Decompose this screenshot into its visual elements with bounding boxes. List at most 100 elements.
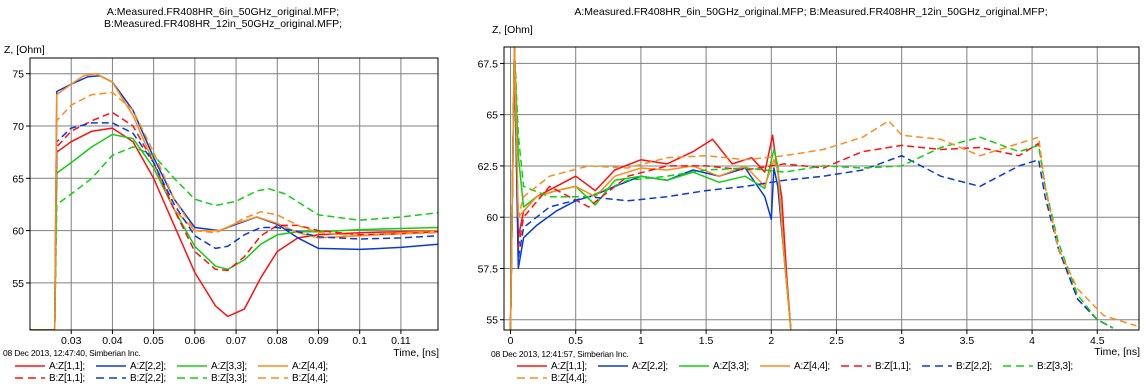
x-tick-label: 0.03 — [61, 335, 82, 347]
y-tick-label: 67.5 — [478, 58, 499, 70]
legend-item: B:Z[1,1]; — [840, 361, 911, 372]
legend-item: A:Z[1,1]; — [516, 361, 587, 372]
legend-item: B:Z[4,4]; — [257, 373, 328, 384]
x-tick-label: 1 — [638, 335, 644, 347]
legend-swatch — [922, 365, 952, 367]
x-tick-label: 0.11 — [391, 335, 411, 347]
series-line — [30, 122, 438, 330]
x-tick-label: 2 — [768, 335, 774, 347]
legend-swatch — [258, 377, 288, 379]
legend-item: B:Z[2,2]; — [95, 373, 166, 384]
legend-swatch — [841, 365, 871, 367]
legend-label: B:Z[1,1]; — [875, 360, 911, 372]
plot-area: 0 0.5 1 1.5 2 2.5 3 3.5 4 4.5 55 57.5 60 62.5 65 67.5 — [478, 46, 1140, 347]
x-tick-label: 0.09 — [308, 335, 329, 347]
legend-swatch — [760, 365, 790, 367]
y-tick-label: 62.5 — [478, 161, 499, 173]
legend-label: B:Z[3,3]; — [1037, 360, 1073, 372]
legend-item: A:Z[2,2]; — [95, 361, 166, 372]
x-tick-label: 3.5 — [960, 335, 975, 347]
x-tick-label: 4.5 — [1090, 335, 1105, 347]
legend-label: B:Z[2,2]; — [130, 372, 166, 384]
legend-item: A:Z[1,1]; — [14, 361, 85, 372]
legend-item: A:Z[3,3]; — [678, 361, 749, 372]
x-tick-label: 0.1 — [352, 335, 367, 347]
legend-label: B:Z[3,3]; — [211, 372, 247, 384]
legend-swatch — [517, 365, 547, 367]
x-tick-label: 0.5 — [568, 335, 583, 347]
legend-swatch — [177, 365, 207, 367]
series-line — [30, 75, 438, 330]
series-line — [509, 47, 1114, 330]
legend: A:Z[1,1]; A:Z[2,2]; A:Z[3,3]; A:Z[4,4]; B:Z[… — [516, 360, 1083, 384]
legend-swatch — [517, 377, 547, 379]
series-line — [509, 47, 1114, 330]
legend-row: A:Z[1,1]; A:Z[2,2]; A:Z[3,3]; A:Z[4,4]; B:Z[… — [516, 360, 1083, 372]
legend-label: B:Z[2,2]; — [956, 360, 992, 372]
y-axis-label: Z, [Ohm] — [492, 24, 533, 36]
legend-swatch — [1003, 365, 1033, 367]
y-tick-label: 65 — [486, 110, 498, 122]
series-line — [509, 47, 1137, 330]
legend-label: A:Z[4,4]; — [794, 360, 830, 372]
x-tick-label: 0.04 — [102, 335, 123, 347]
legend-label: A:Z[2,2]; — [130, 360, 166, 372]
legend-row: B:Z[4,4]; — [516, 372, 1083, 384]
legend-swatch — [15, 365, 45, 367]
legend-label: B:Z[4,4]; — [551, 372, 587, 384]
chart-panel-right: A:Measured.FR408HR_6in_50GHz_original.MF… — [476, 0, 1146, 391]
x-tick-label: 0 — [508, 335, 514, 347]
x-tick-label: 0.08 — [267, 335, 288, 347]
legend-label: B:Z[4,4]; — [292, 372, 328, 384]
legend-swatch — [96, 377, 126, 379]
chart-title-line: A:Measured.FR408HR_6in_50GHz_original.MF… — [106, 6, 340, 18]
legend-row: B:Z[1,1]; B:Z[2,2]; B:Z[3,3]; B:Z[4,4]; — [14, 372, 338, 384]
legend-label: B:Z[1,1]; — [49, 372, 85, 384]
legend-label: A:Z[1,1]; — [551, 360, 587, 372]
legend-swatch — [679, 365, 709, 367]
y-tick-label: 70 — [12, 121, 24, 133]
chart-title: A:Measured.FR408HR_6in_50GHz_original.MF… — [0, 6, 446, 30]
legend-item: A:Z[3,3]; — [176, 361, 247, 372]
x-tick-label: 4 — [1029, 335, 1035, 347]
y-tick-label: 65 — [12, 173, 24, 185]
series-line — [509, 47, 792, 330]
x-tick-label: 1.5 — [699, 335, 714, 347]
series-group — [509, 47, 1137, 330]
legend-label: A:Z[4,4]; — [292, 360, 328, 372]
y-tick-label: 75 — [12, 69, 24, 81]
legend-item: B:Z[2,2]; — [921, 361, 992, 372]
legend-label: A:Z[3,3]; — [713, 360, 749, 372]
legend: A:Z[1,1]; A:Z[2,2]; A:Z[3,3]; A:Z[4,4]; B:Z[… — [14, 360, 338, 384]
chart-title: A:Measured.FR408HR_6in_50GHz_original.MF… — [476, 6, 1146, 18]
y-tick-label: 55 — [486, 315, 498, 327]
plot-frame — [503, 46, 1140, 331]
chart-title-line: B:Measured.FR408HR_12in_50GHz_original.M… — [103, 18, 343, 30]
plot-frame — [29, 57, 439, 331]
x-tick-label: 3 — [899, 335, 905, 347]
x-tick-label: 2.5 — [829, 335, 844, 347]
legend-item: A:Z[2,2]; — [597, 361, 668, 372]
legend-label: A:Z[2,2]; — [632, 360, 668, 372]
legend-item: B:Z[1,1]; — [14, 373, 85, 384]
chart-title-line: A:Measured.FR408HR_6in_50GHz_original.MF… — [574, 6, 1048, 18]
legend-swatch — [15, 377, 45, 379]
series-line — [30, 127, 438, 330]
legend-swatch — [258, 365, 288, 367]
legend-label: A:Z[3,3]; — [211, 360, 247, 372]
x-axis-label: Time, [ns] — [393, 347, 439, 359]
timestamp-footer: 08 Dec 2013, 12:47:40, Simberian Inc. — [3, 348, 141, 358]
series-line — [30, 111, 438, 330]
series-line — [509, 47, 792, 330]
y-axis-label: Z, [Ohm] — [4, 44, 45, 56]
x-axis-label: Time, [ns] — [1094, 346, 1140, 358]
legend-item: A:Z[4,4]; — [759, 361, 830, 372]
series-line — [30, 133, 438, 330]
plot-area: 0.03 0.04 0.05 0.06 0.07 0.08 0.09 0.1 0.11 55 60 6… — [12, 57, 439, 347]
legend-swatch — [96, 365, 126, 367]
y-tick-label: 55 — [12, 278, 24, 290]
x-tick-label: 0.05 — [143, 335, 164, 347]
legend-item: B:Z[3,3]; — [176, 373, 247, 384]
x-tick-label: 0.06 — [185, 335, 206, 347]
legend-swatch — [177, 377, 207, 379]
